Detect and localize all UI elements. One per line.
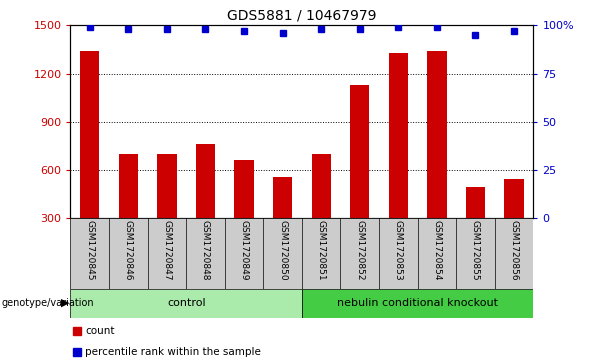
- Text: GSM1720852: GSM1720852: [356, 220, 364, 281]
- Bar: [504, 179, 524, 218]
- Text: GSM1720849: GSM1720849: [240, 220, 248, 281]
- Text: GSM1720854: GSM1720854: [432, 220, 441, 281]
- Text: genotype/variation: genotype/variation: [1, 298, 94, 308]
- Text: GSM1720856: GSM1720856: [509, 220, 519, 281]
- Bar: [234, 160, 254, 218]
- Bar: [427, 51, 446, 218]
- Text: GSM1720846: GSM1720846: [124, 220, 133, 281]
- Bar: [273, 177, 292, 218]
- Bar: [302, 289, 533, 318]
- Bar: [80, 51, 99, 218]
- Text: GSM1720855: GSM1720855: [471, 220, 480, 281]
- Bar: [70, 289, 302, 318]
- Text: GSM1720845: GSM1720845: [85, 220, 94, 281]
- Text: ▶: ▶: [61, 298, 69, 308]
- Bar: [73, 327, 81, 335]
- Bar: [389, 53, 408, 218]
- Title: GDS5881 / 10467979: GDS5881 / 10467979: [227, 9, 376, 23]
- Bar: [311, 154, 331, 218]
- Text: GSM1720848: GSM1720848: [201, 220, 210, 281]
- Text: GSM1720847: GSM1720847: [162, 220, 172, 281]
- Bar: [196, 144, 215, 218]
- Text: nebulin conditional knockout: nebulin conditional knockout: [337, 298, 498, 308]
- Bar: [350, 85, 370, 218]
- Text: GSM1720850: GSM1720850: [278, 220, 287, 281]
- Bar: [73, 348, 81, 356]
- Bar: [158, 154, 177, 218]
- Text: percentile rank within the sample: percentile rank within the sample: [85, 347, 261, 357]
- Text: GSM1720851: GSM1720851: [317, 220, 326, 281]
- Bar: [119, 154, 138, 218]
- Text: GSM1720853: GSM1720853: [394, 220, 403, 281]
- Text: count: count: [85, 326, 115, 336]
- Bar: [466, 187, 485, 218]
- Text: control: control: [167, 298, 205, 308]
